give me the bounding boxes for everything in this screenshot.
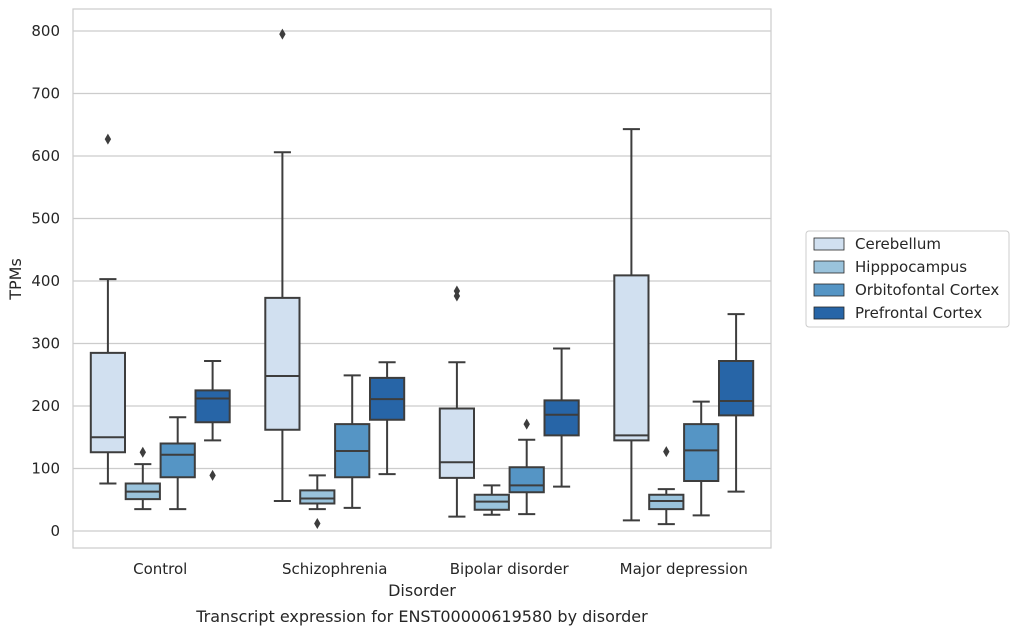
box-2-2 (508, 418, 545, 516)
box-1-3 (368, 361, 406, 476)
x-axis-title: Disorder (388, 581, 456, 600)
box-3-0 (613, 128, 650, 522)
x-tick-label: Bipolar disorder (450, 560, 570, 578)
box-2-0 (438, 285, 476, 518)
box-3-2 (683, 400, 720, 517)
iqr-box (717, 360, 755, 417)
iqr-box (683, 423, 720, 482)
y-tick-label: 200 (31, 397, 60, 415)
legend-swatch (813, 306, 845, 320)
box-3-3 (717, 313, 755, 493)
legend: Cerebellum Hipppocampus Orbitofontal Corte… (805, 230, 1010, 328)
legend-frame (805, 230, 1010, 328)
box-0-2 (159, 416, 196, 511)
iqr-box (438, 407, 476, 479)
box-0-3 (194, 360, 231, 481)
outlier-point (453, 285, 461, 297)
box-2-3 (543, 347, 580, 488)
chart-caption: Transcript expression for ENST0000061958… (195, 607, 648, 626)
outlier-point (139, 446, 146, 458)
iqr-box (159, 442, 196, 479)
iqr-box (194, 389, 231, 424)
y-tick-labels: 0 100 200 300 400 500 600 700 800 (31, 22, 60, 540)
y-axis-title: TPMs (6, 258, 25, 301)
iqr-box (264, 296, 301, 431)
x-tick-label: Schizophrenia (282, 560, 387, 578)
x-tick-labels: Control Schizophrenia Bipolar disorder Majo… (133, 560, 748, 578)
y-tick-label: 500 (31, 210, 60, 228)
box-1-0 (264, 28, 301, 502)
outlier-point (209, 469, 216, 481)
legend-label: Orbitofontal Cortex (855, 281, 999, 299)
box-3-1 (648, 446, 685, 526)
outlier-point (523, 418, 530, 430)
legend-item: Cerebellum (813, 235, 941, 253)
outlier-point (279, 28, 286, 40)
box-2-1 (473, 484, 510, 516)
box-0-0 (89, 133, 127, 485)
y-tick-label: 0 (50, 522, 60, 540)
legend-label: Hipppocampus (855, 258, 967, 276)
box-1-2 (334, 374, 371, 509)
iqr-box (299, 489, 336, 505)
legend-swatch (813, 283, 845, 297)
x-tick-label: Control (133, 560, 187, 578)
y-tick-label: 700 (31, 85, 60, 103)
y-tick-label: 600 (31, 147, 60, 165)
box-1-1 (299, 474, 336, 529)
outlier-point (314, 518, 321, 529)
outlier-point (663, 446, 670, 458)
x-tick-label: Major depression (620, 560, 748, 578)
legend-label: Cerebellum (855, 235, 941, 253)
legend-swatch (813, 260, 845, 274)
y-tick-label: 100 (31, 460, 60, 478)
outlier-point (104, 133, 112, 145)
y-tick-label: 800 (31, 22, 60, 40)
box-plots (89, 28, 755, 529)
legend-item: Orbitofontal Cortex (813, 281, 999, 299)
legend-item: Prefrontal Cortex (813, 304, 982, 322)
iqr-box (89, 351, 127, 454)
box-0-1 (124, 446, 161, 511)
iqr-box (508, 466, 545, 494)
y-tick-label: 300 (31, 335, 60, 353)
plot-frame (72, 8, 772, 549)
iqr-box (613, 274, 650, 442)
legend-item: Hipppocampus (813, 258, 967, 276)
y-tick-label: 400 (31, 272, 60, 290)
iqr-box (543, 399, 580, 437)
legend-label: Prefrontal Cortex (855, 304, 982, 322)
legend-swatch (813, 237, 845, 251)
